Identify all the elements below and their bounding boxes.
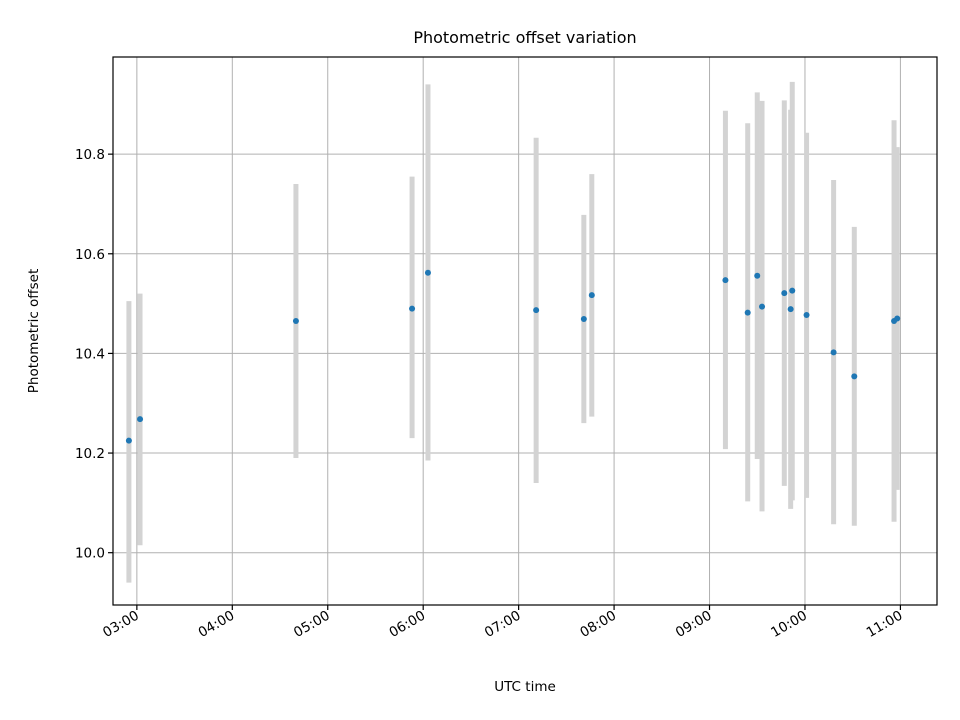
x-axis-label: UTC time <box>494 679 556 695</box>
data-point <box>409 305 416 312</box>
data-point <box>424 269 431 276</box>
data-point <box>894 315 901 322</box>
chart-title: Photometric offset variation <box>413 28 636 47</box>
data-point <box>533 307 540 314</box>
data-point <box>580 316 587 323</box>
data-point <box>830 349 837 356</box>
y-axis-label: Photometric offset <box>26 269 42 393</box>
data-point <box>588 292 595 299</box>
data-point <box>803 312 810 319</box>
data-point <box>722 277 729 284</box>
data-point <box>787 306 794 313</box>
data-point <box>125 437 132 444</box>
data-point <box>781 290 788 297</box>
y-tick-label: 10.6 <box>75 247 105 263</box>
data-point <box>759 303 766 310</box>
plot-frame <box>112 56 938 606</box>
data-point <box>789 287 796 294</box>
data-point <box>754 272 761 279</box>
data-point <box>137 416 144 423</box>
y-tick-label: 10.8 <box>75 147 105 163</box>
y-tick-label: 10.0 <box>75 546 105 562</box>
data-point <box>851 373 858 380</box>
data-point <box>744 309 751 316</box>
data-points <box>125 269 901 444</box>
y-tick-label: 10.2 <box>75 446 105 462</box>
plot-area <box>113 57 937 605</box>
y-tick-label: 10.4 <box>75 346 105 362</box>
data-point <box>292 318 299 325</box>
